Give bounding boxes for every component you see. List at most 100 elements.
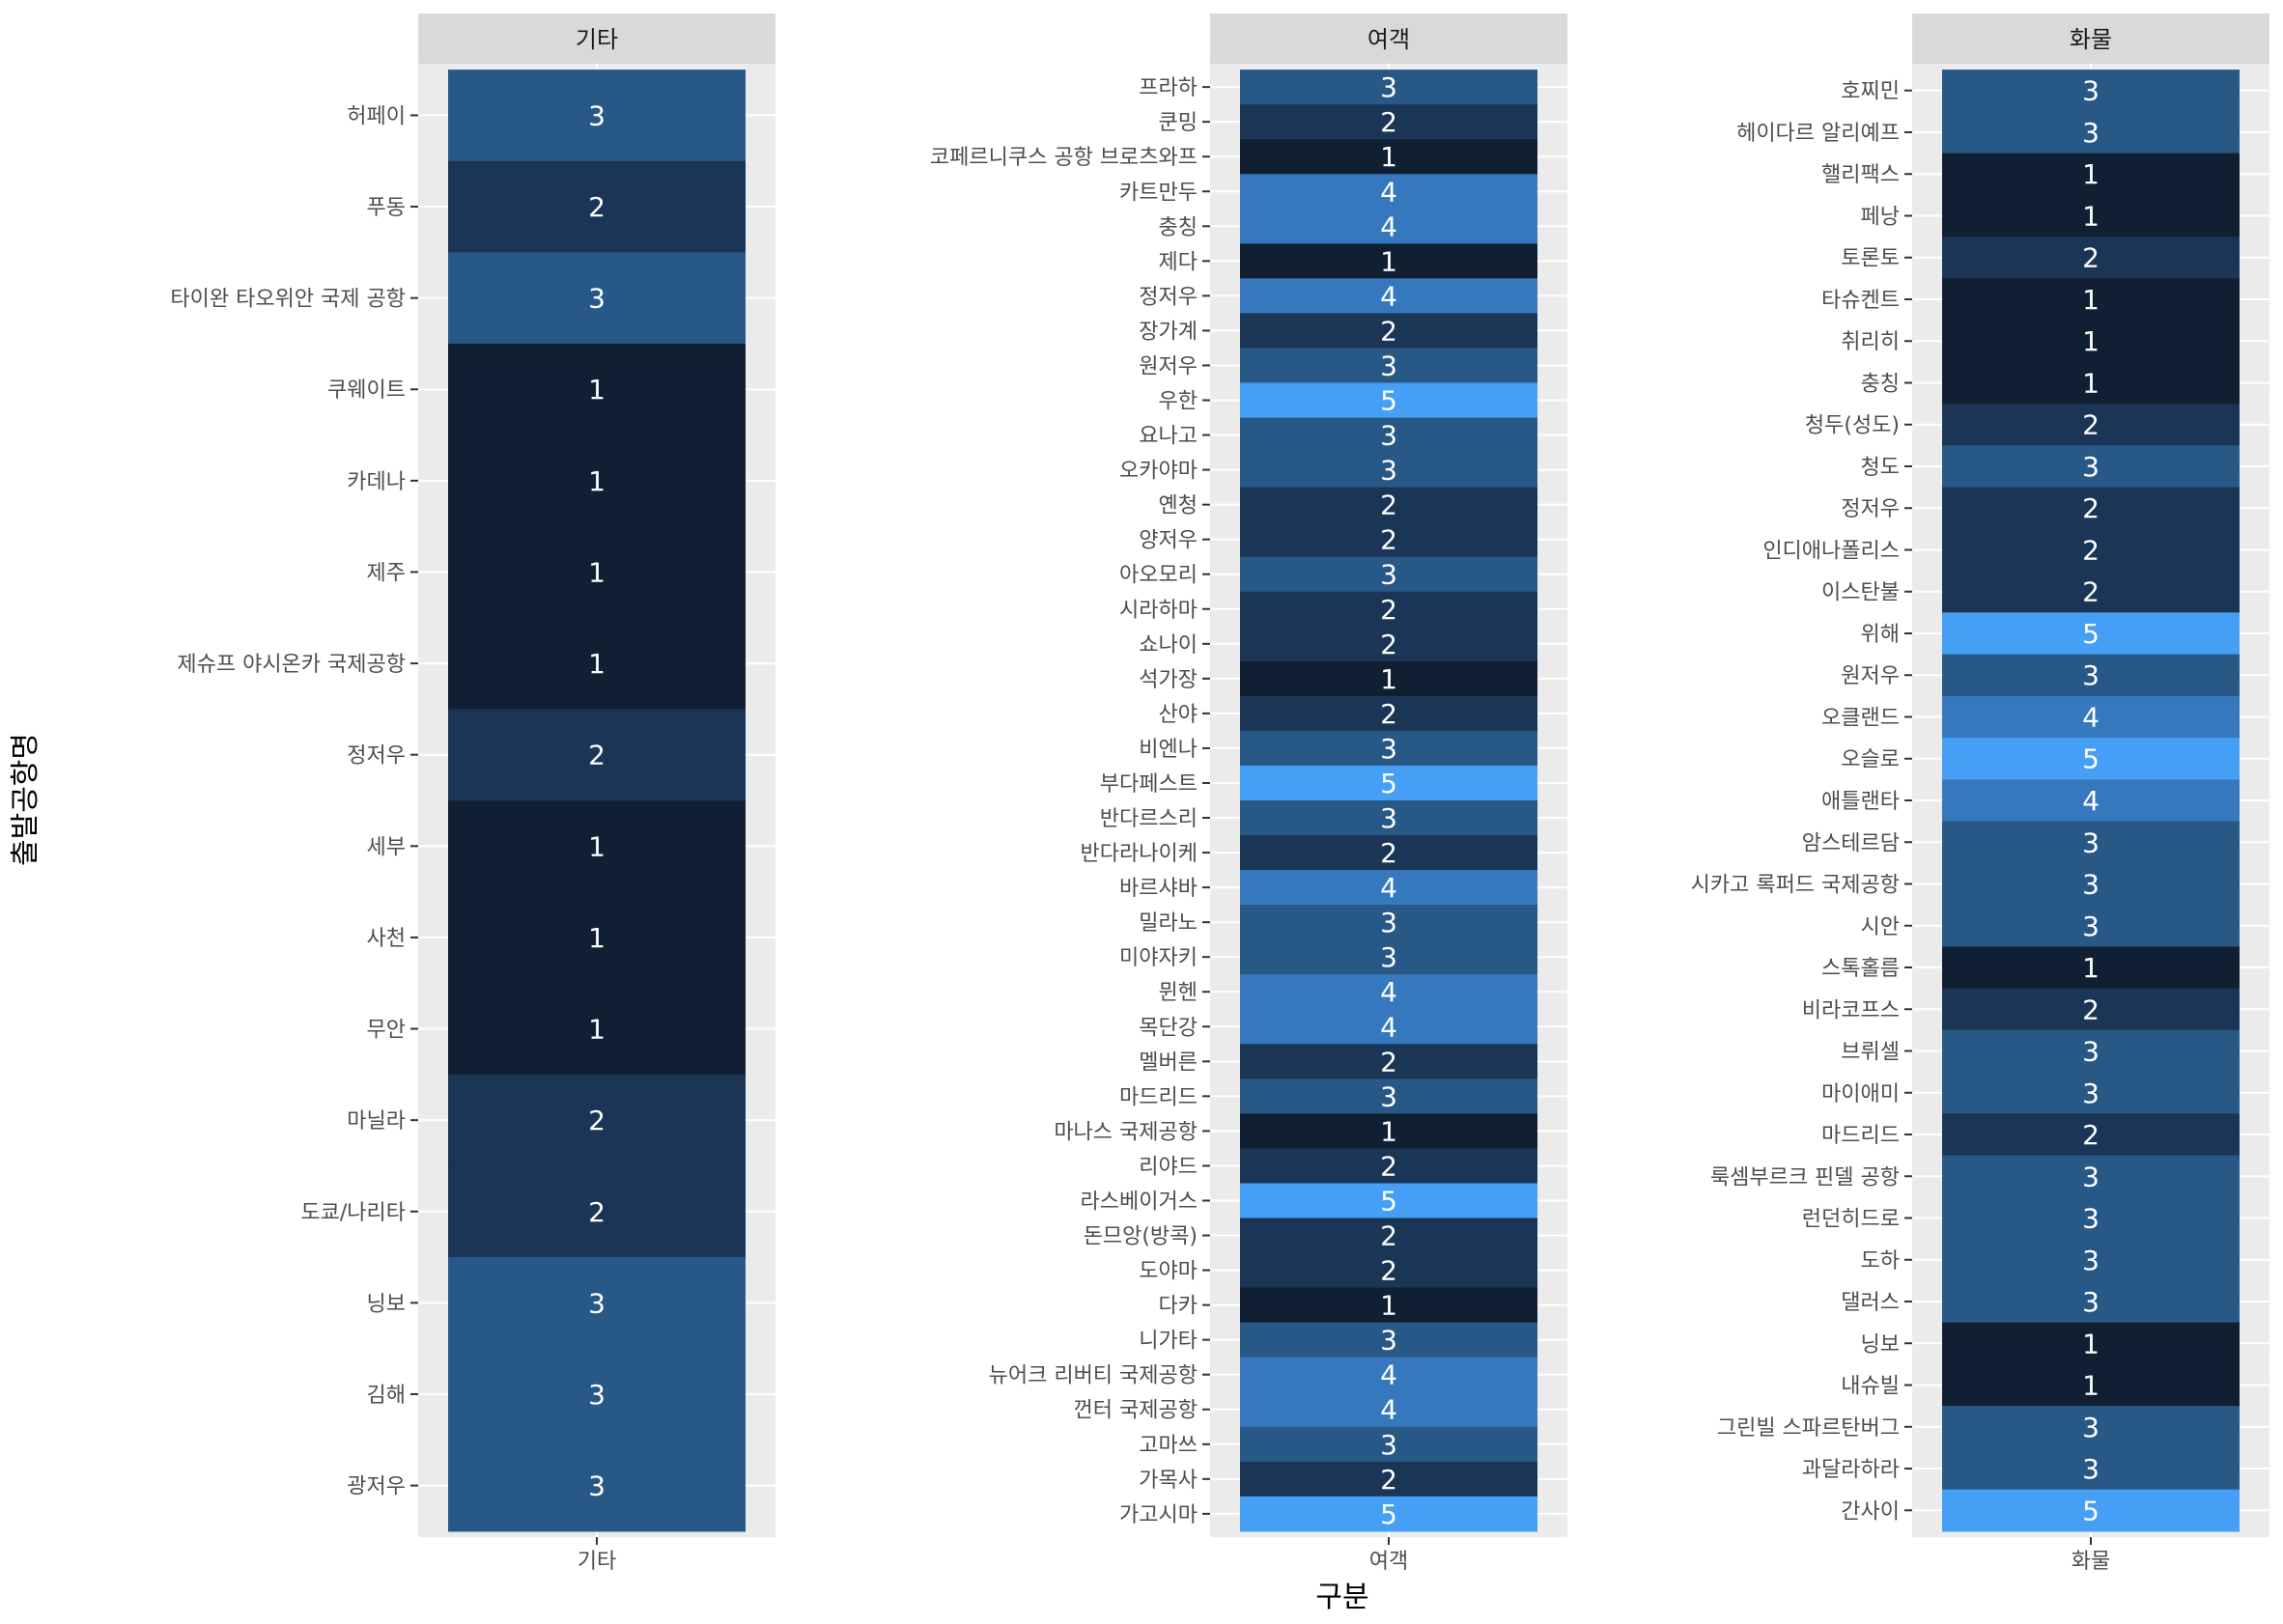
heatmap-tile bbox=[448, 70, 746, 162]
y-tick-label: 도쿄/나리타 bbox=[300, 1201, 406, 1225]
tile-value-label: 3 bbox=[2082, 75, 2100, 107]
facet-strip-label: 화물 bbox=[2070, 26, 2112, 53]
heatmap-tile bbox=[1942, 361, 2240, 405]
y-tick-label: 쇼나이 bbox=[1139, 633, 1198, 658]
heatmap-tile bbox=[1240, 1426, 1537, 1463]
y-tick-label: 암스테르담 bbox=[1802, 831, 1900, 855]
y-tick-label: 인디애나폴리스 bbox=[1762, 539, 1900, 563]
tile-value-label: 1 bbox=[2082, 284, 2100, 316]
tile-value-label: 1 bbox=[588, 374, 606, 406]
heatmap-tile bbox=[448, 891, 746, 984]
tile-value-label: 4 bbox=[1380, 872, 1397, 904]
tile-value-label: 1 bbox=[1380, 1115, 1397, 1147]
tile-value-label: 2 bbox=[1380, 315, 1397, 347]
heatmap-tile bbox=[1240, 1287, 1537, 1324]
heatmap-tile bbox=[1942, 278, 2240, 322]
tile-value-label: 3 bbox=[1380, 559, 1397, 591]
heatmap-tile bbox=[1942, 111, 2240, 154]
tile-value-label: 3 bbox=[1380, 350, 1397, 381]
heatmap-tile bbox=[448, 526, 746, 619]
heatmap-tile bbox=[1240, 626, 1537, 662]
heatmap-tile bbox=[1942, 1280, 2240, 1324]
y-tick-label: 요나고 bbox=[1139, 425, 1198, 449]
heatmap-tile bbox=[448, 434, 746, 527]
facet-기타: 기타 3 허페이 2 푸동 3 타이완 타오위안 국제 공항 1 쿠웨이트 1 카데나 1 제주 1 제슈프… bbox=[170, 14, 775, 1574]
tile-value-label: 3 bbox=[2082, 826, 2100, 858]
tile-value-label: 2 bbox=[2082, 1119, 2100, 1151]
tile-value-label: 3 bbox=[588, 99, 606, 131]
tile-value-label: 1 bbox=[1380, 245, 1397, 277]
y-tick-label: 허페이 bbox=[347, 104, 406, 128]
x-tick-label: 화물 bbox=[2072, 1550, 2110, 1574]
heatmap-tile bbox=[1240, 1357, 1537, 1393]
y-tick-label: 산야 bbox=[1159, 703, 1198, 727]
heatmap-tile bbox=[1942, 1196, 2240, 1240]
heatmap-tile bbox=[1240, 800, 1537, 836]
y-tick-label: 카데나 bbox=[347, 470, 406, 494]
y-tick-label: 간사이 bbox=[1841, 1499, 1900, 1524]
tile-value-label: 5 bbox=[1380, 1185, 1397, 1217]
tile-value-label: 2 bbox=[588, 740, 606, 771]
y-tick-label: 쿤밍 bbox=[1159, 111, 1198, 135]
y-tick-label: 옌청 bbox=[1159, 494, 1198, 518]
y-tick-label: 멜버른 bbox=[1139, 1050, 1198, 1075]
facet-strip bbox=[1912, 14, 2269, 64]
y-tick-label: 시카고 록퍼드 국제공항 bbox=[1691, 874, 1900, 898]
tile-value-label: 2 bbox=[1380, 1220, 1397, 1252]
tile-value-label: 3 bbox=[2082, 451, 2100, 483]
tile-value-label: 1 bbox=[2082, 1328, 2100, 1359]
heatmap-tile bbox=[1240, 70, 1537, 105]
y-tick-label: 무안 bbox=[367, 1019, 406, 1043]
heatmap-tile bbox=[1240, 417, 1537, 454]
y-tick-label: 마이애미 bbox=[1821, 1082, 1900, 1106]
heatmap-tile bbox=[1942, 237, 2240, 279]
y-tick-label: 정저우 bbox=[1841, 497, 1900, 521]
tile-value-label: 3 bbox=[1380, 907, 1397, 938]
tile-value-label: 4 bbox=[1380, 1359, 1397, 1391]
heatmap-tile bbox=[1240, 695, 1537, 732]
y-tick-label: 타슈켄트 bbox=[1821, 289, 1900, 313]
heatmap-tile bbox=[1240, 1496, 1537, 1532]
tile-value-label: 3 bbox=[588, 1287, 606, 1319]
y-tick-label: 바르샤바 bbox=[1119, 877, 1198, 901]
facet-strip bbox=[1210, 14, 1567, 64]
heatmap-tile bbox=[1942, 1447, 2240, 1491]
y-tick-label: 스톡홀름 bbox=[1821, 957, 1900, 981]
tile-value-label: 2 bbox=[2082, 994, 2100, 1025]
heatmap-tile bbox=[1942, 445, 2240, 489]
y-tick-label: 가고시마 bbox=[1119, 1503, 1198, 1527]
heatmap-tile bbox=[1240, 870, 1537, 906]
y-tick-label: 도하 bbox=[1861, 1249, 1900, 1274]
y-tick-label: 사천 bbox=[367, 927, 406, 951]
tile-value-label: 3 bbox=[2082, 1203, 2100, 1235]
heatmap-tile bbox=[1942, 612, 2240, 656]
heatmap-tile bbox=[1942, 1155, 2240, 1198]
tile-value-label: 1 bbox=[588, 922, 606, 954]
tile-value-label: 1 bbox=[588, 465, 606, 497]
heatmap-tile bbox=[1942, 571, 2240, 613]
y-tick-label: 마닐라 bbox=[347, 1109, 406, 1134]
heatmap-tile bbox=[1240, 487, 1537, 523]
tile-value-label: 5 bbox=[1380, 1498, 1397, 1530]
tile-value-label: 1 bbox=[1380, 141, 1397, 173]
y-tick-label: 반다르스리 bbox=[1100, 807, 1198, 831]
heatmap-tile bbox=[1240, 521, 1537, 558]
y-tick-label: 위해 bbox=[1861, 623, 1900, 647]
y-tick-label: 다카 bbox=[1159, 1295, 1198, 1319]
tile-value-label: 2 bbox=[1380, 594, 1397, 626]
heatmap-tile bbox=[1942, 194, 2240, 238]
y-tick-label: 청두(성도) bbox=[1805, 414, 1900, 438]
heatmap-tile bbox=[1240, 452, 1537, 489]
y-tick-label: 푸동 bbox=[367, 196, 406, 220]
heatmap-tile bbox=[1942, 404, 2240, 446]
y-tick-label: 도야마 bbox=[1139, 1260, 1198, 1284]
tile-value-label: 2 bbox=[1380, 1255, 1397, 1287]
heatmap-tile bbox=[1240, 209, 1537, 244]
y-tick-label: 제다 bbox=[1159, 250, 1198, 274]
facet-화물: 화물 3 호찌민 3 헤이다르 알리예프 1 핼리팩스 1 페낭 2 토론토 1 타슈켄트 1 취리히 1 충칭… bbox=[1691, 14, 2269, 1574]
tile-value-label: 2 bbox=[1380, 524, 1397, 556]
heatmap-tile bbox=[1942, 1072, 2240, 1114]
y-tick-label: 오슬로 bbox=[1841, 748, 1900, 772]
heatmap-tile bbox=[1240, 243, 1537, 279]
